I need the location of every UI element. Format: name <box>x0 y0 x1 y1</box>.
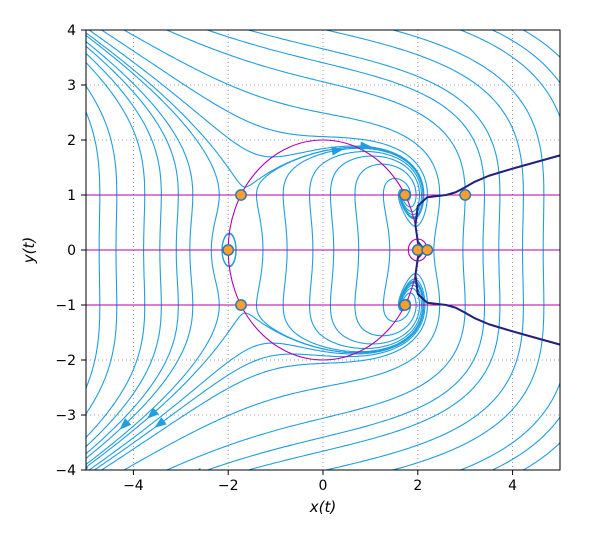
y-tick-label: 0 <box>67 243 76 259</box>
y-tick-label: 3 <box>67 78 76 94</box>
y-axis-label: y(t) <box>20 237 38 264</box>
y-tick-label: 4 <box>67 23 76 39</box>
y-tick-label: −3 <box>55 408 76 424</box>
x-tick-label: 4 <box>508 478 517 494</box>
x-tick-label: −2 <box>218 478 239 494</box>
x-tick-label: 2 <box>413 478 422 494</box>
y-tick-label: 2 <box>67 133 76 149</box>
phase-portrait-chart: −4 −2 0 2 4 −4 −3 −2 −1 0 1 2 3 4 x(t) y(t) <box>0 0 592 542</box>
y-tick-label: −1 <box>55 298 76 314</box>
x-tick-label: 0 <box>319 478 328 494</box>
x-tick-label: −4 <box>123 478 144 494</box>
y-tick-label: −2 <box>55 353 76 369</box>
x-axis-label: x(t) <box>309 498 336 516</box>
chart-svg: −4 −2 0 2 4 −4 −3 −2 −1 0 1 2 3 4 x(t) y(t) <box>0 0 592 542</box>
y-tick-label: −4 <box>55 463 76 479</box>
y-tick-label: 1 <box>67 188 76 204</box>
